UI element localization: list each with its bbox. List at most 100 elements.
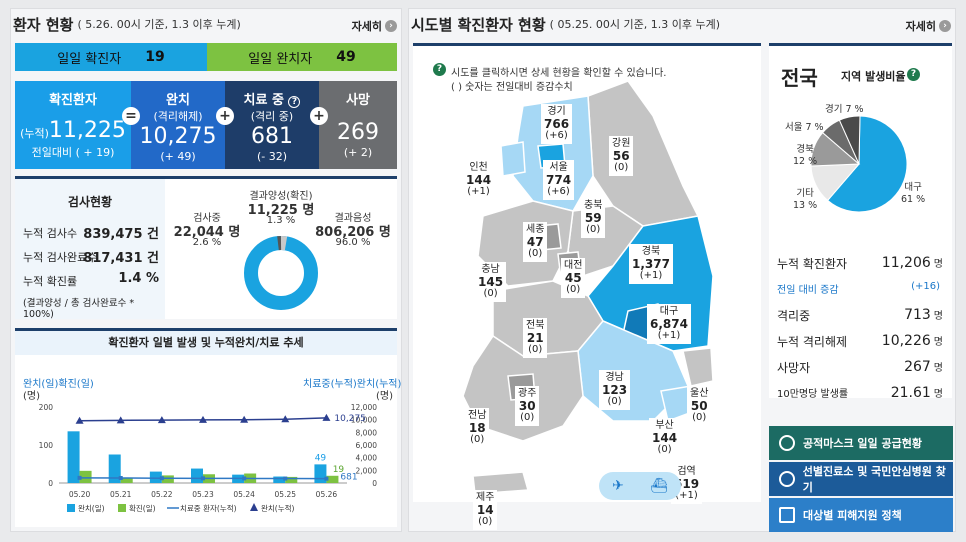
region-delta: (0) [614,162,629,173]
point-released-total [322,413,331,421]
divider [15,176,397,179]
stat-row: 누적 격리해제 10,226 명 [777,333,943,350]
stat-row: 사망자 267 명 [777,359,943,376]
stat-value: 21.61 명 [891,385,943,401]
daily-confirmed-bar: 일일 확진자 19 [15,43,207,71]
card-treating-delta: (- 32) [256,150,288,163]
region-name: 경남 [605,372,624,383]
stat-row: 10만명당 발생률 21.61 명 [777,385,943,401]
card-treating-value: 681 [251,124,293,149]
region-label[interactable]: 전남 18 (0) [465,408,490,448]
stat-label: 누적 확진환자 [777,257,848,271]
x-tick-label: 05.23 [192,490,214,499]
trend-right-axis-label: 치료중(누적)완치(누적) [303,379,402,390]
pie-label: 경기 7 % [825,104,864,116]
pie-label-name: 기타 [796,188,814,199]
bar-confirmed-day [79,470,92,483]
stat-value: 11,206 명 [882,255,943,271]
help-icon[interactable]: ? [433,63,446,76]
region-label[interactable]: 세종 47 (0) [523,222,548,262]
region-label[interactable]: 인천 144 (+1) [463,160,495,200]
stat-row: 누적 확진환자 11,206 명 [777,255,943,272]
region-name: 검역 [677,466,696,477]
trend-box: 확진환자 일별 발생 및 누적완치/치료 추세 완치(일)확진(일) (명) 치… [15,331,402,527]
point-released-total [75,416,84,424]
stat-row: 전일 대비 증감 (+16) [777,281,943,296]
region-label[interactable]: 전북 21 (0) [523,318,548,358]
region-label[interactable]: 부산 144 (0) [649,418,681,458]
help-icon[interactable]: ? [288,96,301,108]
region-label[interactable]: 경기 766 (+6) [541,104,573,144]
negative-value: 806,206 명 [315,225,391,240]
region-value: 766 [544,117,570,131]
test-donut-chart [244,236,318,310]
region-name: 세종 [526,224,545,235]
negative-pct: 96.0 % [335,237,371,248]
region-delta: (0) [528,344,543,355]
patient-status-panel: 환자 현황 ( 5.26. 00시 기준, 1.3 이후 누계) 자세히 › 일일… [10,8,402,532]
point-released-total [281,415,290,423]
stat-label: 격리중 [777,309,811,323]
location-pin-icon [779,471,795,487]
stat-label: 전일 대비 증감 [777,285,839,296]
region-label[interactable]: 강원 56 (0) [609,136,634,176]
region-name: 전남 [468,410,487,421]
right-tick-label: 2,000 [356,466,378,475]
stat-unit: 명 [933,311,943,322]
pie-label-name: 경북 [796,144,814,155]
region-label[interactable]: 서울 774 (+6) [543,160,575,200]
map-hint: 시도를 클릭하시면 상세 현황을 확인할 수 있습니다. [451,68,667,79]
region-name: 대전 [564,260,583,271]
help-icon[interactable]: ? [907,68,920,81]
point-released-total [116,416,125,424]
patient-status-more-link[interactable]: 자세히 › [352,18,397,34]
nation-box: 전국 지역 발생비율 ? 대구 61 % 기타 13 % 경북 12 % 서울 7 % 경기 7 … [769,46,952,398]
stat-unit: 명 [933,259,943,270]
mask-supply-button[interactable]: 공적마스크 일일 공급현황 [769,426,953,460]
region-label[interactable]: 충남 145 (0) [475,262,507,302]
support-policy-button[interactable]: 대상별 피해지원 정책 [769,498,953,532]
region-label[interactable]: 경북 1,377 (+1) [629,244,673,284]
negative-label: 결과음성 [334,213,372,224]
test-status-box: 검사현황 누적 검사수 839,475 건 누적 검사완료수 817,431 건… [15,179,165,320]
region-name: 전북 [526,320,545,331]
point-treating-total [201,476,205,481]
region-subtitle: ( 05.25. 00시 기준, 1.3 이후 누계) [549,18,721,31]
card-confirmed-delta: 전일대비 ( + 19) [31,146,115,159]
daily-released-value: 49 [336,49,356,65]
map-region-jeju[interactable] [472,471,529,495]
pie-slice-경기 [838,115,861,165]
region-delta: (+6) [547,186,570,197]
region-label[interactable]: 울산 50 (0) [687,386,712,426]
card-released-title: 완치 [166,93,190,108]
clinic-finder-button[interactable]: 선별진료소 및 국민안심병원 찾기 [769,462,953,496]
map-region-incheon[interactable] [500,141,526,177]
chevron-right-icon: › [385,20,397,32]
pie-label-pct: 61 % [901,194,926,205]
region-more-link[interactable]: 자세히 › [906,18,951,34]
region-label[interactable]: 경남 123 (0) [599,370,631,410]
region-label[interactable]: 제주 14 (0) [473,490,498,530]
stat-value: 267 명 [904,359,943,375]
bar-released-day [273,476,286,483]
pie-label-name: 대구 [904,182,922,193]
stat-number: 11,206 [881,255,931,271]
bar-released-day [191,468,203,483]
airplane-icon: ✈ [612,478,624,494]
region-label[interactable]: 광주 30 (0) [515,386,540,426]
point-treating-total [283,476,288,481]
region-label[interactable]: 대구 6,874 (+1) [647,304,691,344]
legend-swatch [250,503,258,511]
patient-status-subtitle: ( 5.26. 00시 기준, 1.3 이후 누계) [77,18,241,31]
region-label[interactable]: 대전 45 (0) [561,258,586,298]
mask-icon [779,435,795,451]
mask-supply-label: 공적마스크 일일 공급현황 [803,437,922,450]
pie-label-pct: 7 % [805,122,824,133]
region-label[interactable]: 충북 59 (0) [581,198,606,238]
plus-sign: + [310,107,328,125]
map-region-ulsan[interactable] [682,347,714,387]
region-name: 광주 [518,388,537,399]
quarantine-icons[interactable]: ✈ ⛴ [599,472,681,500]
chevron-right-icon: › [939,20,951,32]
more-label: 자세히 [905,20,936,33]
